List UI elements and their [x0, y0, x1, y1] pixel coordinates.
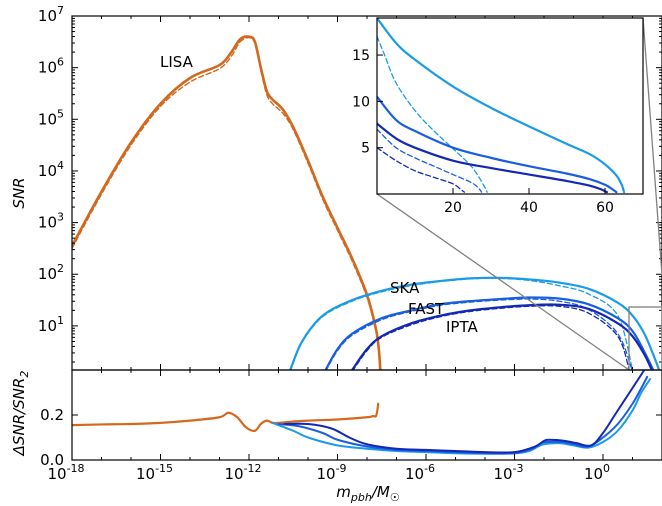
ratio-y-axis-label: ΔSNR/SNR2	[10, 371, 31, 457]
inset-x-tick-label: 60	[596, 200, 614, 216]
x-tick-labels: 10-18 10-15 10-12 10-9 10-6 10-3 100	[47, 462, 610, 483]
main-y-tick-label: 102	[38, 262, 64, 283]
inset-series-ska	[377, 18, 626, 194]
inset-y-tick-label: 15	[352, 48, 370, 64]
inset-series-fast-dashed	[377, 128, 483, 193]
x-tick-label: 10-3	[493, 462, 523, 483]
lisa-annotation: LISA	[160, 53, 194, 71]
main-ticks	[71, 15, 662, 370]
main-y-tick-label: 101	[38, 314, 64, 335]
x-tick-label: 10-12	[224, 462, 261, 483]
x-tick-label: 10-18	[47, 462, 84, 483]
inset-axes-frame	[376, 17, 644, 195]
ratio-series-lisa	[72, 402, 380, 432]
x-tick-label: 10-9	[316, 462, 346, 483]
ratio-y-tick-label: 0.0	[40, 451, 64, 469]
main-y-tick-label: 107	[38, 4, 64, 25]
main-y-tick-label: 104	[38, 159, 64, 180]
ipta-annotation: IPTA	[446, 318, 478, 336]
inset-background	[377, 18, 643, 194]
inset-y-tick-label: 5	[361, 141, 370, 157]
inset-zoom-panel: 20 40 60 5 10 15	[352, 17, 644, 216]
ratio-ticks: 0.0 0.2	[40, 370, 662, 469]
ratio-series-fast	[277, 375, 649, 455]
inset-x-tick-label: 20	[444, 200, 462, 216]
inset-series-ska-dashed	[377, 35, 488, 193]
inset-y-tick-label: 10	[352, 94, 370, 110]
main-series-lisa-dashed	[72, 36, 381, 370]
inset-series-ipta-dashed	[377, 147, 466, 193]
x-axis-label: mpbh/M☉	[336, 483, 399, 504]
ska-annotation: SKA	[390, 279, 420, 297]
fast-annotation: FAST	[408, 300, 445, 318]
main-series-ipta	[351, 303, 653, 370]
ratio-panel: 0.0 0.2 10-18 10-15 10-12 10-9 10-6 10-3 100 ΔS…	[10, 369, 662, 504]
main-series-lisa	[72, 35, 382, 370]
x-tick-label: 100	[584, 462, 610, 483]
main-y-tick-labels: 101 102 103 104 105 106 107	[38, 4, 64, 335]
inset-ticks: 20 40 60 5 10 15	[352, 48, 614, 216]
inset-series-fast	[377, 95, 618, 194]
ratio-y-tick-label: 0.2	[40, 406, 64, 424]
ratio-series-ska	[271, 378, 652, 455]
x-tick-label: 10-15	[136, 462, 173, 483]
ratio-series-ipta	[283, 370, 646, 454]
zoom-connector-upper	[642, 17, 662, 276]
inset-series-ipta	[377, 122, 608, 194]
ratio-curves	[72, 370, 652, 455]
x-tick-label: 10-6	[405, 462, 435, 483]
zoom-connector-lower	[376, 193, 630, 371]
main-y-tick-label: 103	[38, 211, 64, 232]
main-y-tick-label: 105	[38, 107, 64, 128]
main-series-ska-dashed	[290, 277, 634, 370]
inset-curves	[377, 18, 626, 194]
main-series-ipta-dashed	[352, 305, 630, 370]
inset-x-tick-label: 40	[520, 200, 538, 216]
main-y-tick-label: 106	[38, 56, 64, 77]
main-y-axis-label: SNR	[10, 177, 28, 208]
